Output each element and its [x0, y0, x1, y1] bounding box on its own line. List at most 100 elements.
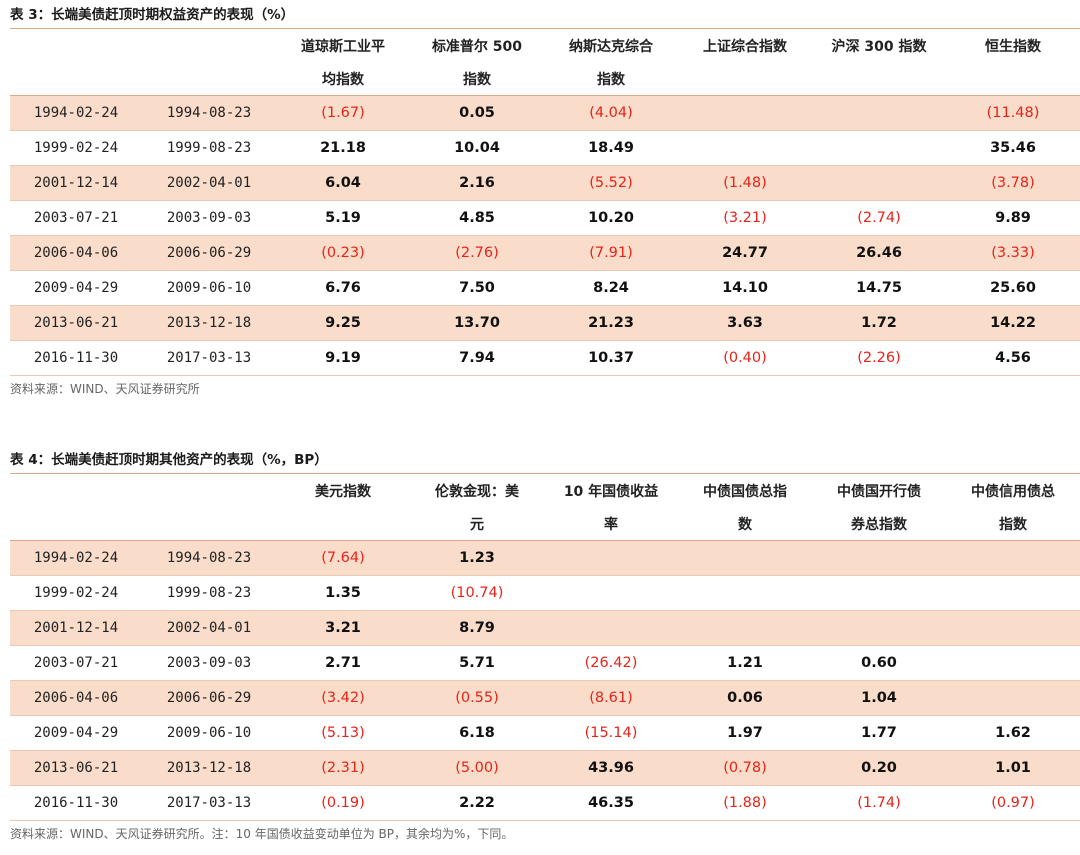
- table3-value-cell: 14.10: [678, 270, 812, 306]
- table3-value-cell: 10.04: [410, 130, 544, 166]
- table3-value-cell: 6.04: [276, 165, 410, 201]
- table4-header-cell: 元: [410, 507, 544, 541]
- table4-value-cell: 46.35: [544, 785, 678, 821]
- table4-header-cell: 美元指数: [315, 483, 371, 500]
- table3-value-cell: 4.56: [946, 340, 1080, 376]
- table4-value-cell: [946, 645, 1080, 681]
- table4-value-cell: (0.97): [946, 785, 1080, 821]
- table4-row: 1999-02-24 1999-08-23 1.35 (10.74): [10, 575, 1080, 611]
- table3-date-cell: 1999-08-23: [142, 130, 276, 166]
- table3-value-cell: [812, 130, 946, 166]
- table3-row: 1994-02-24 1994-08-23 (1.67) 0.05 (4.04) (11.…: [10, 95, 1080, 131]
- table3-header-cell: 指数: [410, 62, 544, 96]
- table4-value-cell: 2.71: [276, 645, 410, 681]
- table4-source-note: 资料来源：WIND、天风证券研究所。注：10 年国债收益变动单位为 BP，其余均…: [10, 827, 514, 841]
- table4-value-cell: 1.97: [678, 715, 812, 751]
- table3-row: 2013-06-21 2013-12-18 9.25 13.70 21.23 3.63 1.…: [10, 305, 1080, 341]
- table3-date-cell: 2016-11-30: [10, 340, 142, 376]
- table4-value-cell: [946, 680, 1080, 716]
- table3-row: 2006-04-06 2006-06-29 (0.23) (2.76) (7.91) 24…: [10, 235, 1080, 271]
- table3-header-row-1: 道琼斯工业平 标准普尔 500 纳斯达克综合 上证综合指数 沪深 300 指数 …: [10, 29, 1080, 62]
- table4-date-cell: 1999-02-24: [10, 575, 142, 611]
- table3-date-cell: 2009-04-29: [10, 270, 142, 306]
- table4-date-cell: 1994-02-24: [10, 540, 142, 576]
- table3-value-cell: [678, 130, 812, 166]
- table4-body: 1994-02-24 1994-08-23 (7.64) 1.23 1999-02-24…: [10, 540, 1080, 821]
- table3-value-cell: 3.63: [678, 305, 812, 341]
- table3-date-cell: 2001-12-14: [10, 165, 142, 201]
- table4-value-cell: (0.78): [678, 750, 812, 786]
- table3-value-cell: (11.48): [946, 95, 1080, 131]
- table3-value-cell: (1.67): [276, 95, 410, 131]
- table3-block: 表 3：长端美债赶顶时期权益资产的表现（%） 道琼斯工业平 标准普尔 500 纳…: [10, 4, 1080, 400]
- table3-header-cell: 恒生指数: [985, 38, 1041, 55]
- table3-header-cell: [946, 62, 1080, 96]
- table3-date-cell: 2003-09-03: [142, 200, 276, 236]
- table3-header-cell: 上证综合指数: [703, 38, 787, 55]
- table4-value-cell: 6.18: [410, 715, 544, 751]
- table3-header-cell: [678, 62, 812, 96]
- table4-value-cell: 0.60: [812, 645, 946, 681]
- table4-value-cell: (1.88): [678, 785, 812, 821]
- table4-value-cell: 1.04: [812, 680, 946, 716]
- table3-value-cell: 13.70: [410, 305, 544, 341]
- table3-value-cell: (2.76): [410, 235, 544, 271]
- table3-value-cell: (7.91): [544, 235, 678, 271]
- table4-value-cell: [812, 540, 946, 576]
- table4-header-row-1: 美元指数 伦敦金现：美 10 年国债收益 中债国债总指 中债国开行债 中债信用债…: [10, 474, 1080, 507]
- table4-value-cell: (0.19): [276, 785, 410, 821]
- table4-value-cell: (5.00): [410, 750, 544, 786]
- table3-row: 2016-11-30 2017-03-13 9.19 7.94 10.37 (0.40)(…: [10, 340, 1080, 376]
- table3-value-cell: (1.48): [678, 165, 812, 201]
- table4-header-cell: [10, 507, 142, 541]
- table4-date-cell: 2009-06-10: [142, 715, 276, 751]
- table4-date-cell: 2001-12-14: [10, 610, 142, 646]
- table4-value-cell: 1.23: [410, 540, 544, 576]
- table3-source-note: 资料来源：WIND、天风证券研究所: [10, 382, 200, 396]
- table4-title: 表 4：长端美债赶顶时期其他资产的表现（%，BP）: [10, 452, 328, 468]
- table4-value-cell: [812, 575, 946, 611]
- table4-date-cell: 2003-09-03: [142, 645, 276, 681]
- table3-header-cell: 标准普尔 500: [431, 38, 523, 55]
- table3-header-cell: [10, 29, 142, 62]
- table3-value-cell: 18.49: [544, 130, 678, 166]
- table4-value-cell: 0.06: [678, 680, 812, 716]
- table4-value-cell: [544, 575, 678, 611]
- table4-header-cell: [276, 507, 410, 541]
- table3-date-cell: 2009-06-10: [142, 270, 276, 306]
- table4-header-row-2: 元 率 数 券总指数 指数: [10, 507, 1080, 541]
- table3-date-cell: 1994-08-23: [142, 95, 276, 131]
- table3-value-cell: (3.78): [946, 165, 1080, 201]
- table3-value-cell: 14.75: [812, 270, 946, 306]
- table3-header-cell: [142, 29, 276, 62]
- table4-row: 1994-02-24 1994-08-23 (7.64) 1.23: [10, 540, 1080, 576]
- table3-value-cell: (5.52): [544, 165, 678, 201]
- table4-header-cell: 率: [544, 507, 678, 541]
- table4-date-cell: 2009-04-29: [10, 715, 142, 751]
- table3-value-cell: 0.05: [410, 95, 544, 131]
- table4-date-cell: 2016-11-30: [10, 785, 142, 821]
- table4-value-cell: 1.01: [946, 750, 1080, 786]
- table3-value-cell: 7.50: [410, 270, 544, 306]
- table3-value-cell: (0.23): [276, 235, 410, 271]
- table3-value-cell: 5.19: [276, 200, 410, 236]
- table4-header-cell: 券总指数: [812, 507, 946, 541]
- table4-value-cell: (15.14): [544, 715, 678, 751]
- table4-date-cell: 2006-04-06: [10, 680, 142, 716]
- table3-value-cell: 2.16: [410, 165, 544, 201]
- table3-date-cell: 2003-07-21: [10, 200, 142, 236]
- table3-value-cell: [812, 95, 946, 131]
- table3-date-cell: 2013-06-21: [10, 305, 142, 341]
- table3-title: 表 3：长端美债赶顶时期权益资产的表现（%）: [10, 7, 295, 23]
- table4-value-cell: (1.74): [812, 785, 946, 821]
- table3-header-cell: 道琼斯工业平: [301, 38, 385, 55]
- table3-date-cell: 2006-04-06: [10, 235, 142, 271]
- table3-value-cell: (0.40): [678, 340, 812, 376]
- table4-value-cell: (0.55): [410, 680, 544, 716]
- table3-value-cell: 21.18: [276, 130, 410, 166]
- table3-value-cell: 10.20: [544, 200, 678, 236]
- table3-value-cell: 35.46: [946, 130, 1080, 166]
- table3-value-cell: 9.19: [276, 340, 410, 376]
- table4-date-cell: 2002-04-01: [142, 610, 276, 646]
- table3-header-cell: [10, 62, 142, 96]
